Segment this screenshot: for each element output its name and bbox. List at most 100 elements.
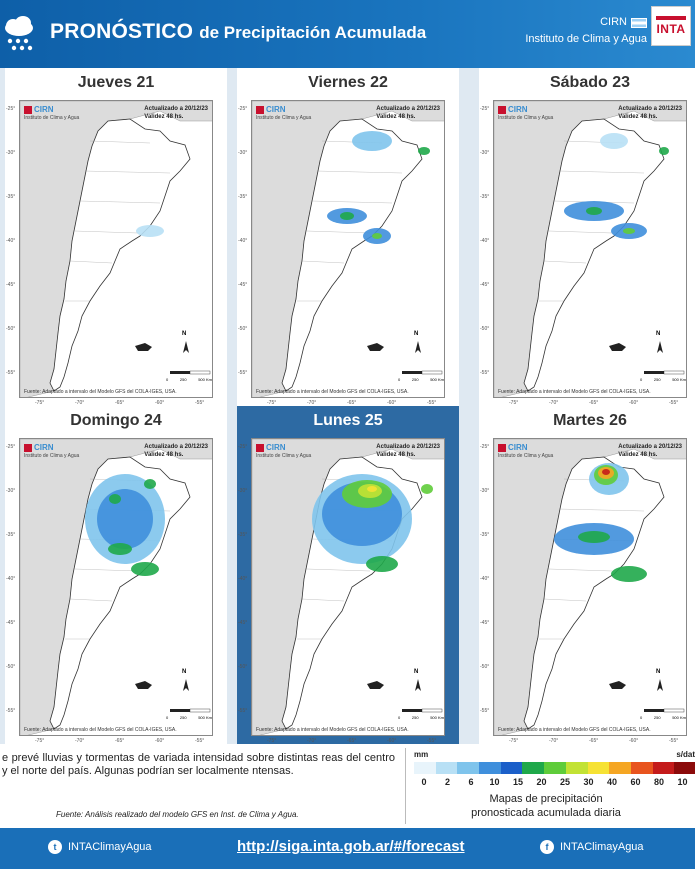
- forecast-map-card: Domingo 24 CIRN Instituto de Clima y Agua A…: [5, 406, 227, 744]
- scale-bar-labels: 0 250 500 Km: [640, 715, 686, 720]
- legend-tick-label: 25: [559, 777, 571, 787]
- legend-tick-label: 30: [583, 777, 594, 787]
- facebook-link[interactable]: f INTAClimayAgua: [540, 840, 644, 854]
- precip-map: CIRN Instituto de Clima y Agua Actualizado…: [19, 438, 213, 736]
- lat-label: -40°: [480, 576, 490, 582]
- north-arrow-label: N: [656, 669, 661, 675]
- lat-label: -25°: [6, 444, 16, 450]
- lat-label: -25°: [480, 106, 490, 112]
- lat-label: -55°: [480, 370, 490, 376]
- lat-label: -30°: [6, 488, 16, 494]
- map-update-info: Actualizado a 20/12/23 Validez 48 hs.: [618, 106, 682, 120]
- precip-map: CIRN Instituto de Clima y Agua Actualizado…: [493, 100, 687, 398]
- twitter-link[interactable]: t INTAClimayAgua: [48, 840, 152, 854]
- lat-label: -35°: [480, 194, 490, 200]
- legend-tick-label: 2: [444, 777, 451, 787]
- lon-label: -60°: [629, 400, 639, 406]
- map-day-label: Martes 26: [553, 412, 627, 429]
- legend-color-swatch: [630, 762, 653, 774]
- lat-label: -45°: [480, 282, 490, 288]
- forecast-map-grid: Jueves 21 CIRN Instituto de Clima y Agua Ac…: [0, 68, 695, 744]
- scale-bar-labels: 0 250 500 Km: [640, 377, 686, 382]
- north-arrow-label: N: [182, 331, 187, 337]
- lon-label: -75°: [35, 738, 45, 744]
- lat-label: -50°: [480, 326, 490, 332]
- precip-map: CIRN Instituto de Clima y Agua Actualizado…: [251, 438, 445, 736]
- legend-ticks: 0 2 6 10 15 20 25 30 40 60 80 10: [408, 777, 695, 789]
- lon-label: -70°: [549, 738, 559, 744]
- map-cirn-logo: CIRN Instituto de Clima y Agua: [24, 443, 80, 459]
- analysis-source: Fuente: Análisis realizado del modelo GF…: [56, 810, 299, 819]
- lon-label: -55°: [669, 400, 679, 406]
- map-source: Fuente: Adaptado a intervalo del Modelo …: [256, 727, 409, 733]
- legend-color-swatch: [457, 762, 480, 774]
- legend-colorbar: [414, 762, 695, 774]
- legend-tick-label: 6: [468, 777, 474, 787]
- lon-label: -55°: [669, 738, 679, 744]
- legend-title: Mapas de precipitación pronosticada acum…: [471, 793, 621, 819]
- map-update-info: Actualizado a 20/12/23 Validez 48 hs.: [144, 444, 208, 458]
- lat-label: -25°: [238, 444, 248, 450]
- scale-bar-labels: 0 250 500 Km: [398, 377, 444, 382]
- forecast-map-card: Viernes 22 CIRN Instituto de Clima y Agua A…: [237, 68, 459, 406]
- argentina-map: [494, 101, 686, 397]
- precip-map: CIRN Instituto de Clima y Agua Actualizado…: [493, 438, 687, 736]
- map-day-label: Lunes 25: [313, 412, 383, 429]
- lat-label: -40°: [6, 576, 16, 582]
- lon-label: -55°: [195, 738, 205, 744]
- twitter-icon: t: [48, 840, 62, 854]
- lon-label: -60°: [155, 738, 165, 744]
- precip-legend: mm s/dat 0 2 6 10 15 20 25 30 40 60 80 10 Mapas de …: [405, 748, 695, 824]
- lon-label: -60°: [387, 738, 397, 744]
- legend-color-swatch: [414, 762, 436, 774]
- legend-tick-label: 10: [677, 777, 688, 787]
- lat-label: -55°: [238, 708, 248, 714]
- flag-icon: [631, 17, 647, 28]
- lon-label: -65°: [347, 738, 357, 744]
- forecast-url-link[interactable]: http://siga.inta.gob.ar/#/forecast: [237, 838, 465, 855]
- lon-label: -65°: [115, 738, 125, 744]
- lat-label: -50°: [238, 326, 248, 332]
- forecast-map-card: Jueves 21 CIRN Instituto de Clima y Agua Ac…: [5, 68, 227, 406]
- lon-label: -60°: [155, 400, 165, 406]
- lon-label: -65°: [115, 400, 125, 406]
- forecast-description: e prevé lluvias y tormentas de variada i…: [2, 752, 395, 777]
- map-update-info: Actualizado a 20/12/23 Validez 48 hs.: [618, 444, 682, 458]
- argentina-map: [20, 439, 212, 735]
- lat-label: -35°: [480, 532, 490, 538]
- forecast-map-card: Lunes 25 CIRN Instituto de Clima y Agua Act…: [237, 406, 459, 744]
- lat-label: -30°: [6, 150, 16, 156]
- lon-label: -65°: [347, 400, 357, 406]
- lon-label: -75°: [267, 738, 277, 744]
- legend-color-swatch: [565, 762, 588, 774]
- legend-color-swatch: [674, 762, 695, 774]
- map-day-label: Viernes 22: [308, 74, 388, 91]
- lat-label: -55°: [6, 370, 16, 376]
- map-update-info: Actualizado a 20/12/23 Validez 48 hs.: [144, 106, 208, 120]
- lat-label: -50°: [480, 664, 490, 670]
- lon-label: -70°: [75, 738, 85, 744]
- page-title: PRONÓSTICO de Precipitación Acumulada: [50, 20, 427, 43]
- cirn-brand: CIRN Instituto de Clima y Agua: [525, 14, 647, 48]
- scale-bar-labels: 0 250 500 Km: [166, 715, 212, 720]
- legend-tick-label: 0: [421, 777, 427, 787]
- lon-label: -60°: [629, 738, 639, 744]
- lat-label: -40°: [238, 576, 248, 582]
- map-cirn-logo: CIRN Instituto de Clima y Agua: [24, 105, 80, 121]
- lat-label: -45°: [6, 282, 16, 288]
- north-arrow-label: N: [182, 669, 187, 675]
- lat-label: -45°: [238, 282, 248, 288]
- legend-color-swatch: [544, 762, 566, 774]
- lat-label: -40°: [480, 238, 490, 244]
- rain-cloud-icon: [5, 16, 33, 51]
- map-cirn-logo: CIRN Instituto de Clima y Agua: [498, 105, 554, 121]
- lat-label: -45°: [238, 620, 248, 626]
- lon-label: -75°: [509, 400, 519, 406]
- inta-logo: INTA: [651, 6, 691, 46]
- map-cirn-logo: CIRN Instituto de Clima y Agua: [256, 443, 312, 459]
- precip-map: CIRN Instituto de Clima y Agua Actualizado…: [19, 100, 213, 398]
- legend-color-swatch: [479, 762, 501, 774]
- lon-label: -70°: [307, 738, 317, 744]
- map-cirn-logo: CIRN Instituto de Clima y Agua: [256, 105, 312, 121]
- page-footer: t INTAClimayAgua http://siga.inta.gob.ar…: [0, 828, 695, 869]
